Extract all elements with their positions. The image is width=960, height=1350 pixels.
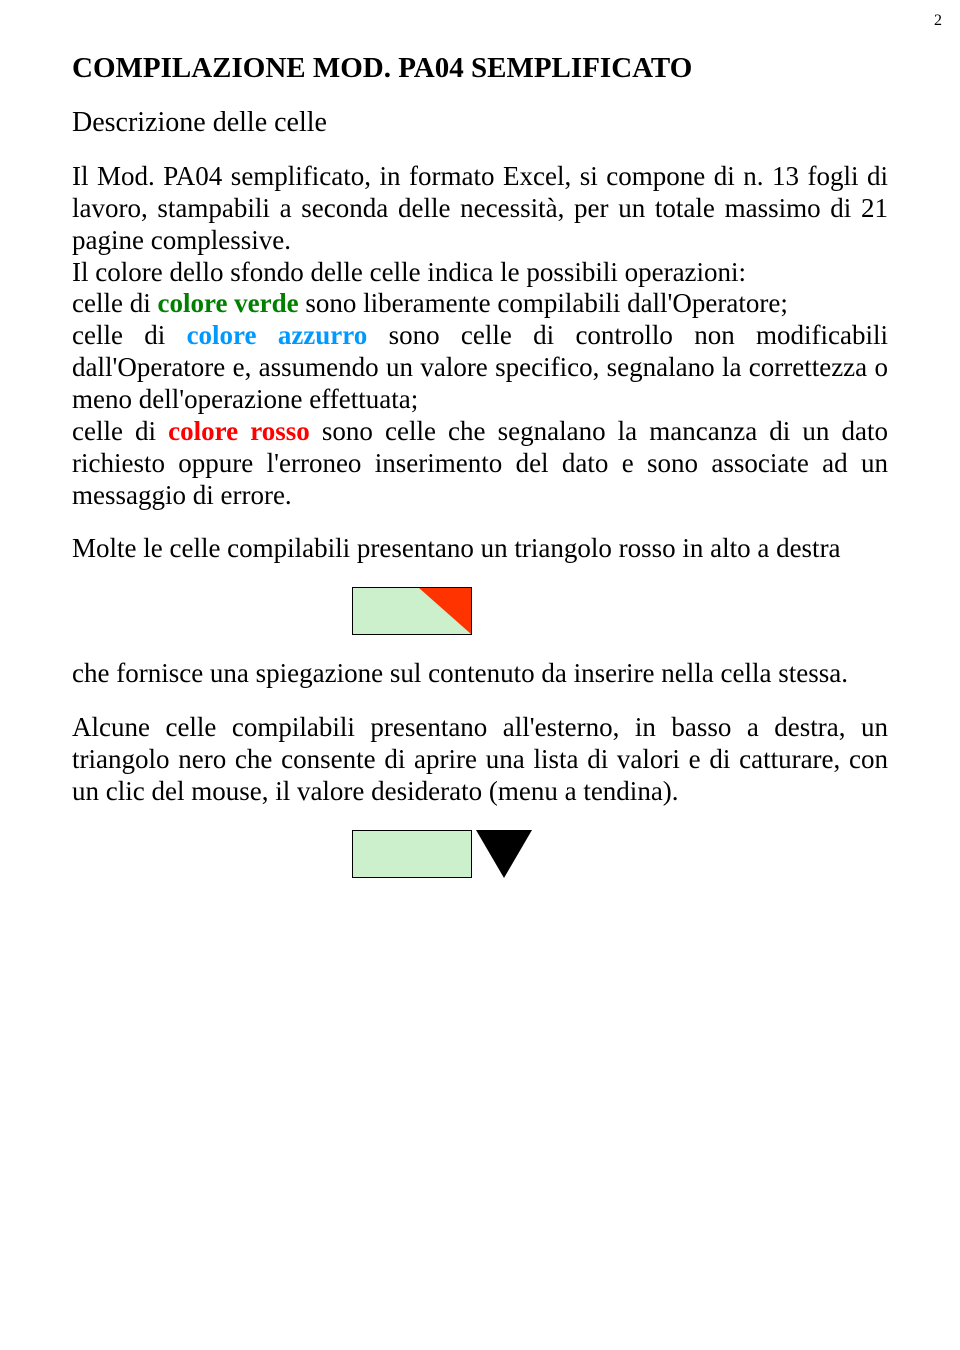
para1-text2: Il colore dello sfondo delle celle indic…: [72, 257, 746, 287]
paragraph-intro: Il Mod. PA04 semplificato, in formato Ex…: [72, 161, 888, 511]
rosso-label: colore rosso: [168, 416, 310, 446]
verde-line-pre: celle di: [72, 288, 157, 318]
page-number: 2: [934, 12, 942, 30]
cell-diagram-black-triangle: [352, 830, 888, 878]
cell-diagram-red-triangle: [352, 587, 888, 640]
azzurro-line-pre: celle di: [72, 320, 187, 350]
section-subtitle: Descrizione delle celle: [72, 107, 888, 139]
triangle-red-icon: [419, 588, 471, 634]
excel-cell-green: [352, 587, 472, 635]
excel-cell-green-2: [352, 830, 472, 878]
rosso-line-pre: celle di: [72, 416, 168, 446]
paragraph-triangle-black: Alcune celle compilabili presentano all'…: [72, 712, 888, 808]
paragraph-triangle-red: Molte le celle compilabili presentano un…: [72, 533, 888, 565]
verde-label: colore verde: [157, 288, 298, 318]
triangle-black-icon: [476, 830, 532, 878]
document-title: COMPILAZIONE MOD. PA04 SEMPLIFICATO: [72, 52, 888, 85]
verde-line-post: sono liberamente compilabili dall'Operat…: [299, 288, 788, 318]
para1-text1: Il Mod. PA04 semplificato, in formato Ex…: [72, 161, 888, 255]
azzurro-label: colore azzurro: [187, 320, 368, 350]
paragraph-explanation: che fornisce una spiegazione sul contenu…: [72, 658, 888, 690]
